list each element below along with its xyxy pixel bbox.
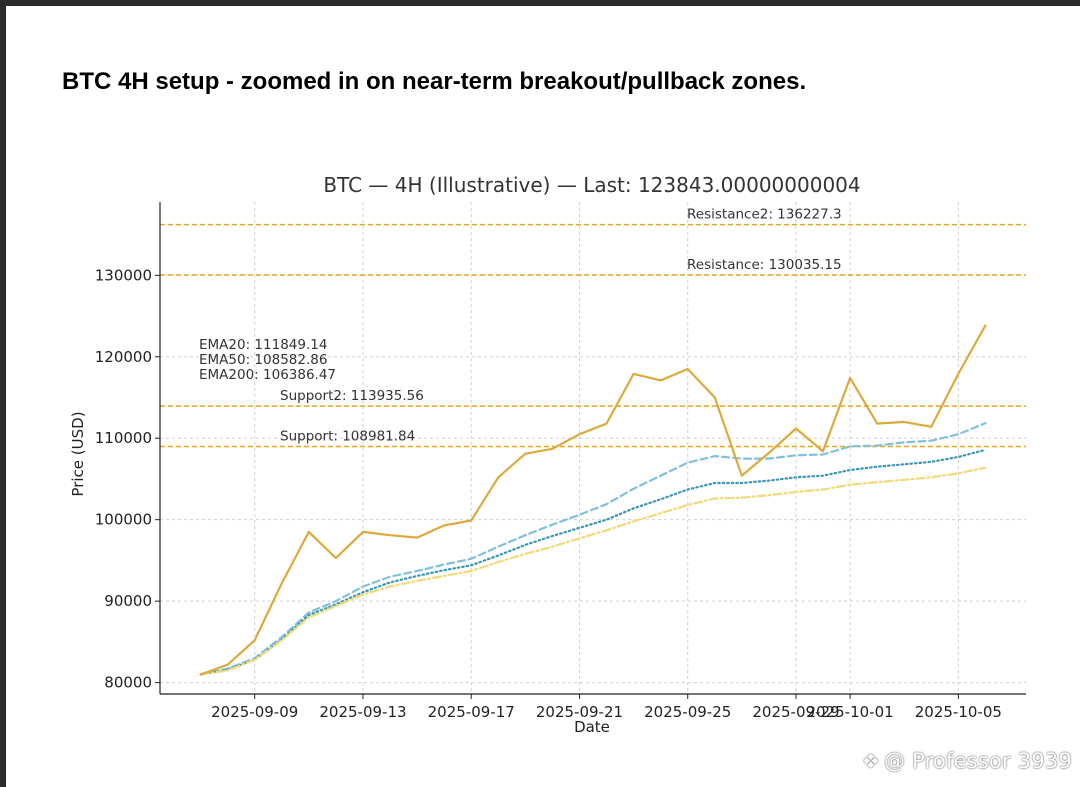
y-tick-label: 110000 — [95, 429, 152, 447]
grid — [160, 202, 1026, 694]
x-tick-label: 2025-09-29 — [752, 703, 839, 721]
ema50-annotation: EMA50: 108582.86 — [199, 352, 327, 368]
level-label-resistance: Resistance: 130035.15 — [687, 257, 842, 273]
level-label-support: Support: 108981.84 — [280, 429, 415, 445]
watermark: ❖ @ Professor 3939 — [862, 749, 1072, 773]
chart-title: BTC — 4H (Illustrative) — Last: 123843.0… — [323, 173, 860, 197]
y-tick-label: 100000 — [95, 511, 152, 529]
level-label-resistance2: Resistance2: 136227.3 — [687, 207, 842, 223]
page: BTC 4H setup - zoomed in on near-term br… — [6, 6, 1080, 787]
binance-logo-icon: ❖ — [861, 749, 880, 773]
series-line-ema20 — [199, 422, 987, 676]
ema20-annotation: EMA20: 111849.14 — [199, 337, 327, 353]
ema200-annotation: EMA200: 106386.47 — [199, 367, 336, 383]
series-line-ema50 — [199, 448, 987, 676]
x-tick-label: 2025-09-13 — [319, 703, 406, 721]
series-line-price — [199, 324, 987, 676]
level-lines: Resistance2: 136227.3 Resistance: 130035.… — [160, 207, 1026, 448]
x-tick-label: 2025-09-17 — [428, 703, 515, 721]
watermark-text: @ Professor 3939 — [884, 749, 1072, 773]
y-tick-label: 130000 — [95, 266, 152, 284]
axes: 2025-09-09 2025-09-13 2025-09-17 2025-09-21… — [95, 202, 1026, 721]
x-tick-label: 2025-09-25 — [644, 703, 731, 721]
y-tick-label: 80000 — [104, 674, 152, 692]
y-tick-label: 90000 — [104, 592, 152, 610]
x-tick-label: 2025-09-21 — [536, 703, 623, 721]
y-axis-label: Price (USD) — [69, 411, 87, 496]
x-tick-label: 2025-09-09 — [211, 703, 298, 721]
btc-price-chart: Resistance2: 136227.3 Resistance: 130035.… — [69, 173, 1026, 736]
x-axis-label: Date — [574, 718, 610, 736]
level-label-support2: Support2: 113935.56 — [280, 388, 424, 404]
series-lines — [199, 324, 987, 676]
x-tick-label: 2025-10-01 — [807, 703, 894, 721]
y-tick-label: 120000 — [95, 348, 152, 366]
x-tick-label: 2025-10-05 — [915, 703, 1002, 721]
headline: BTC 4H setup - zoomed in on near-term br… — [62, 68, 807, 95]
series-line-ema200 — [199, 466, 987, 676]
chart-labels: BTC — 4H (Illustrative) — Last: 123843.0… — [69, 173, 861, 736]
